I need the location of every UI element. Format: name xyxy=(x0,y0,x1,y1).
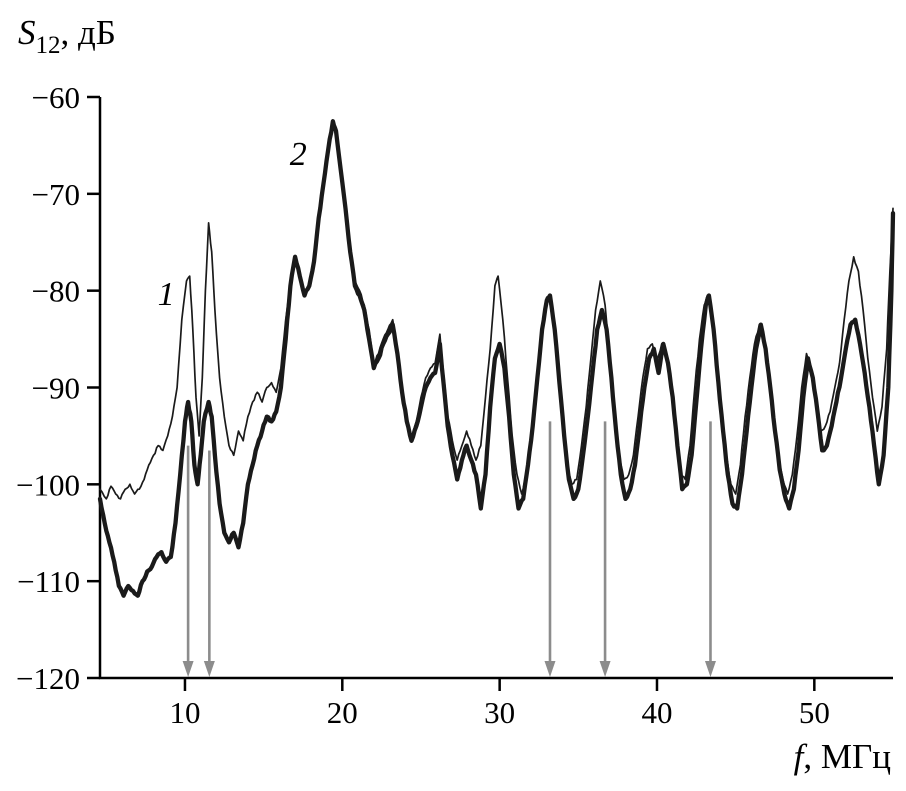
y-tick-label: −90 xyxy=(32,371,80,406)
y-tick-label: −70 xyxy=(32,177,80,212)
marker-arrow-head-5 xyxy=(704,661,716,677)
x-axis-suffix: , МГц xyxy=(803,737,891,776)
y-tick-label: −120 xyxy=(16,661,80,696)
x-tick-label: 30 xyxy=(484,695,515,730)
marker-arrow-head-4 xyxy=(599,661,611,677)
y-tick-label: −110 xyxy=(17,564,80,599)
x-tick-label: 10 xyxy=(169,695,200,730)
x-tick-label: 20 xyxy=(327,695,358,730)
x-axis-title: f, МГц xyxy=(794,737,891,776)
y-tick-label: −80 xyxy=(32,274,80,309)
marker-arrow-head-1 xyxy=(182,661,194,677)
curve-1 xyxy=(99,125,894,500)
x-tick-label: 40 xyxy=(641,695,672,730)
y-axis-suffix: , дБ xyxy=(61,13,116,52)
y-tick-label: −100 xyxy=(16,467,80,502)
marker-arrow-head-2 xyxy=(203,661,215,677)
y-axis-subscript: 12 xyxy=(36,32,61,59)
curve-label-2: 2 xyxy=(290,136,307,173)
plot-area: −60 −70 −80 −90 −100 −110 −120 10 20 30 40 50 1 2 xyxy=(16,80,896,730)
y-tick-label: −60 xyxy=(32,80,80,115)
x-tick-label: 50 xyxy=(799,695,830,730)
curve-label-1: 1 xyxy=(158,276,175,313)
y-axis-title: S12, дБ xyxy=(18,13,116,59)
y-axis-symbol: S xyxy=(18,13,36,52)
curve-2 xyxy=(97,119,896,598)
marker-arrow-head-3 xyxy=(544,661,556,677)
axes xyxy=(98,97,893,680)
